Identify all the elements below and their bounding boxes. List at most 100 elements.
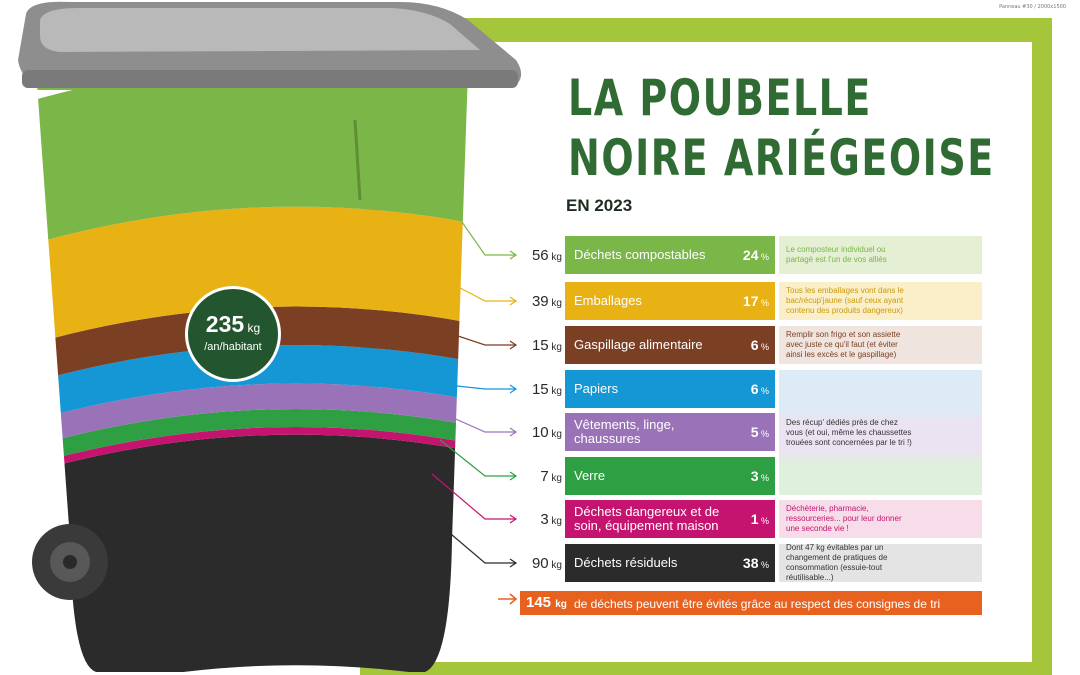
leader-line-papiers [437,383,516,390]
weight-value: 10 [531,424,549,441]
category-label: Déchets dangereux et de soin, équipement… [574,504,720,533]
category-percent: 38 % [742,555,769,571]
weight-value: 7 [540,468,549,485]
weight-unit: kg [548,342,562,353]
leader-line-dechets-residuels [424,511,516,564]
tip-box: Le composteur individuel ou partagé est … [779,236,982,274]
category-label: Verre [574,468,606,483]
tip-text: Le composteur individuel ou partagé est … [786,245,887,264]
bin-band-gaspillage-alimentaire [36,306,468,386]
tip-box: Déchèterie, pharmacie, ressourceries... … [779,500,982,538]
category-percent: 24 % [742,247,769,263]
leader-line-emballages [444,279,516,302]
arrow-icon [509,384,518,394]
bin-band-verre [36,409,468,468]
footer-arrow-icon [498,593,518,605]
tip-text: Tous les emballages vont dans le bac/réc… [786,286,904,315]
bin-band-vetements-linge-chaussures [36,383,468,450]
footer-value: 145 kg [526,594,567,611]
category-label: Papiers [574,381,619,396]
weight-value: 90 [531,555,549,572]
category-bar-dechets-dangereux-et-de-soin-equipement-maison: Déchets dangereux et de soin, équipement… [565,500,775,538]
total-per-inhabitant: /an/habitant [204,341,262,353]
weight-label: 3 kg [508,511,562,528]
category-label: Déchets compostables [574,247,706,262]
weight-value: 3 [540,511,549,528]
bin-band-emballages [36,206,468,348]
arrow-icon [509,296,518,306]
category-bar-gaspillage-alimentaire: Gaspillage alimentaire 6 % [565,326,775,364]
category-percent: 1 % [750,511,769,527]
weight-label: 10 kg [508,424,562,441]
weight-unit: kg [548,386,562,397]
tip-box: Tous les emballages vont dans le bac/réc… [779,282,982,320]
category-percent: 6 % [750,337,769,353]
bin-band-dechets-dangereux-et-de-soin-equipement-maison [36,426,468,476]
bin-band-dechets-residuels [36,434,468,672]
bin-lid-rim [22,70,518,88]
category-percent: 5 % [750,424,769,440]
category-label: Déchets résiduels [574,555,678,570]
category-percent: 3 % [750,468,769,484]
total-value: 235 kg [205,311,261,337]
category-percent: 6 % [750,381,769,397]
weight-unit: kg [548,560,562,571]
weight-unit: kg [548,429,562,440]
weight-label: 56 kg [508,247,562,264]
bin-band-papiers [36,344,468,425]
weight-unit: kg [548,473,562,484]
bin-lid-highlight [40,8,480,52]
footer-banner: 145 kg de déchets peuvent être évités gr… [520,591,982,615]
tip-divider [779,454,982,457]
weight-label: 39 kg [508,293,562,310]
leader-line-vetements-linge-chaussures [439,411,516,433]
leader-line-dechets-dangereux-et-de-soin-equipement-maison [431,473,516,520]
footer-text: de déchets peuvent être évités grâce au … [574,597,941,611]
category-bar-papiers: Papiers 6 % [565,370,775,408]
weight-label: 7 kg [508,468,562,485]
tip-text: Remplir son frigo et son assiette avec j… [786,330,901,359]
weight-unit: kg [548,252,562,263]
weight-value: 39 [531,293,549,310]
category-bar-vetements-linge-chaussures: Vêtements, linge, chaussures 5 % [565,413,775,451]
weight-unit: kg [548,298,562,309]
leader-line-verre [439,439,516,477]
weight-label: 15 kg [508,381,562,398]
tip-text: Déchèterie, pharmacie, ressourceries... … [786,504,902,533]
total-badge: 235 kg /an/habitant [185,286,281,382]
tip-text: Dont 47 kg évitables par un changement d… [786,543,888,582]
bin-rib [353,119,362,201]
weight-value: 15 [531,337,549,354]
category-bar-verre: Verre 3 % [565,457,775,495]
weight-label: 15 kg [508,337,562,354]
category-label: Emballages [574,293,642,308]
weight-unit: kg [548,516,562,527]
arrow-icon [509,340,518,350]
arrow-icon [509,558,518,568]
weight-value: 15 [531,381,549,398]
page-title: LA POUBELLE NOIRE ARIÉGEOISE [568,69,995,187]
tip-box: Dont 47 kg évitables par un changement d… [779,543,982,582]
category-bar-emballages: Emballages 17 % [565,282,775,320]
tip-box: Des récup' dédiés près de chez vous (et … [779,370,982,495]
arrow-icon [509,514,518,524]
arrow-icon [509,471,518,481]
leader-line-gaspillage-alimentaire [439,329,516,346]
category-percent: 17 % [742,293,769,309]
panel-reference: Panneau #30 / 2000x1500 [999,4,1066,10]
weight-value: 56 [531,247,549,264]
arrow-icon [509,427,518,437]
category-label: Vêtements, linge, chaussures [574,417,675,446]
page-subtitle: EN 2023 [566,196,633,215]
arrow-icon [509,250,518,260]
category-bar-dechets-compostables: Déchets compostables 24 % [565,236,775,274]
tip-divider [779,410,982,413]
bin-band-dechets-compostables [36,70,468,248]
tip-text: Des récup' dédiés près de chez vous (et … [786,417,912,447]
weight-label: 90 kg [508,555,562,572]
bin-wheel [32,524,108,600]
tip-box: Remplir son frigo et son assiette avec j… [779,326,982,364]
category-bar-dechets-residuels: Déchets résiduels 38 % [565,544,775,582]
